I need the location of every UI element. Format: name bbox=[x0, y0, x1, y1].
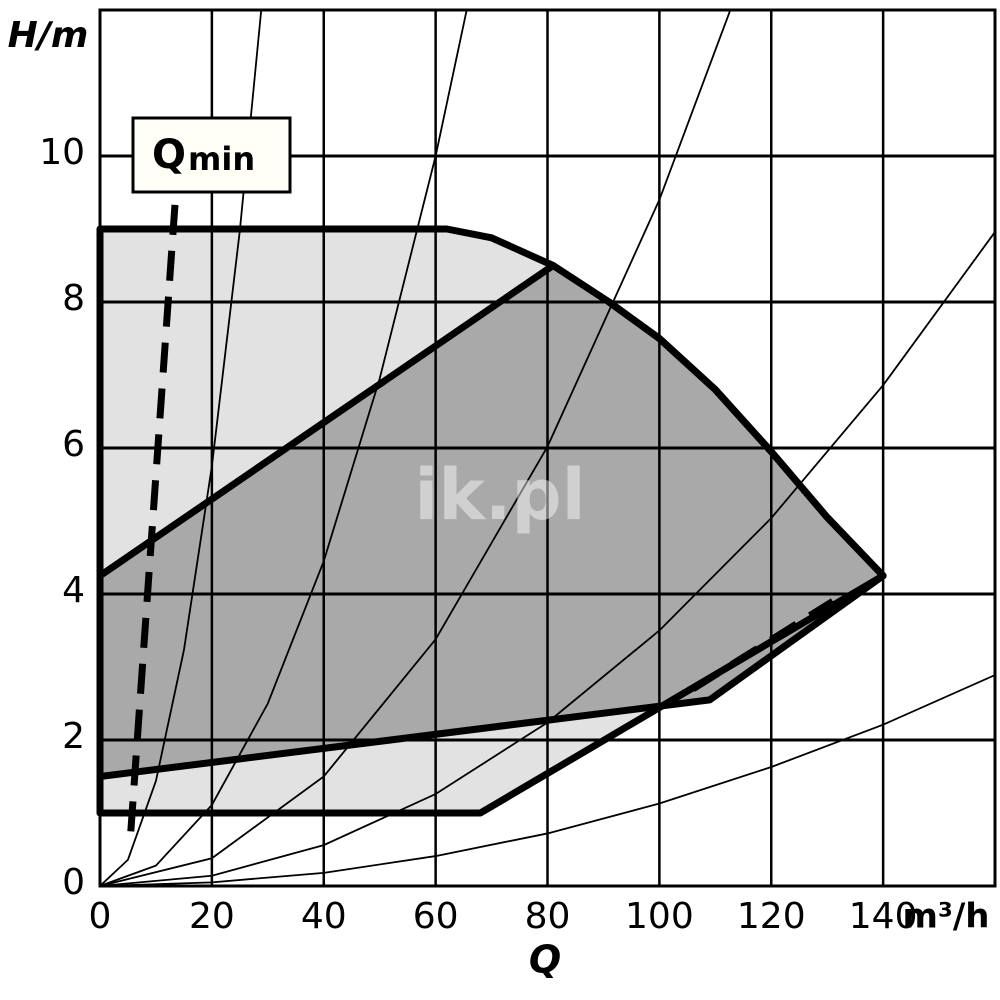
region-fill bbox=[100, 265, 884, 777]
dashed-line bbox=[691, 598, 835, 692]
y-tick-label: 10 bbox=[39, 132, 85, 173]
system-curve bbox=[100, 10, 468, 886]
x-tick-label: 60 bbox=[413, 896, 459, 937]
dashed-lines bbox=[126, 204, 835, 841]
x-axis-label: Q bbox=[529, 938, 561, 982]
y-axis-label: H/m bbox=[8, 15, 89, 56]
plot-border bbox=[98, 8, 997, 888]
x-tick-label: 40 bbox=[301, 896, 347, 937]
y-tick-label: 0 bbox=[62, 862, 85, 903]
x-tick-label: 140 bbox=[849, 896, 918, 937]
system-curve bbox=[100, 10, 732, 886]
y-tick-label: 6 bbox=[62, 424, 85, 465]
x-tick-label: 20 bbox=[189, 896, 235, 937]
regions bbox=[100, 229, 884, 813]
region-outlines bbox=[96, 225, 887, 817]
x-tick-label: 0 bbox=[89, 896, 112, 937]
y-tick-label: 2 bbox=[62, 716, 85, 757]
y-tick-label: 8 bbox=[62, 278, 85, 319]
annotation-subscript: min bbox=[188, 140, 255, 178]
x-tick-label: 80 bbox=[525, 896, 571, 937]
watermark: ik.pl bbox=[414, 454, 585, 536]
annotation-text: Q bbox=[152, 132, 186, 178]
y-tick-label: 4 bbox=[62, 570, 85, 611]
dashed-line bbox=[126, 204, 179, 841]
annotation-box bbox=[131, 116, 292, 194]
qmin-annotation: Q min bbox=[131, 116, 292, 194]
region-outline bbox=[96, 262, 887, 780]
system-curve bbox=[100, 674, 995, 886]
x-tick-label: 100 bbox=[625, 896, 694, 937]
x-unit: m³/h bbox=[903, 897, 990, 937]
x-tick-label: 120 bbox=[737, 896, 806, 937]
